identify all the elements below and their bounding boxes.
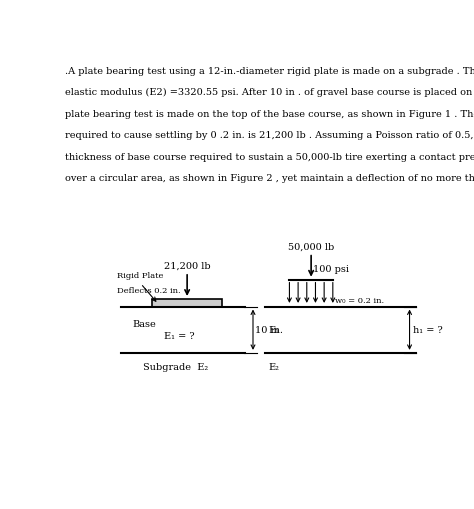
Text: 50,000 lb: 50,000 lb <box>288 242 334 251</box>
Text: over a circular area, as shown in Figure 2 , yet maintain a deflection of no mor: over a circular area, as shown in Figure… <box>64 174 474 183</box>
Text: 100 psi: 100 psi <box>313 264 349 273</box>
Text: 21,200 lb: 21,200 lb <box>164 261 210 270</box>
Text: elastic modulus (E2) =3320.55 psi. After 10 in . of gravel base course is placed: elastic modulus (E2) =3320.55 psi. After… <box>64 88 474 97</box>
Text: E₁: E₁ <box>268 326 280 334</box>
Text: .A plate bearing test using a 12-in.-diameter rigid plate is made on a subgrade : .A plate bearing test using a 12-in.-dia… <box>64 67 474 75</box>
Text: 10 in.: 10 in. <box>255 326 283 334</box>
Bar <box>152 299 222 307</box>
Text: plate bearing test is made on the top of the base course, as shown in Figure 1 .: plate bearing test is made on the top of… <box>64 109 474 119</box>
Text: required to cause settling by 0 .2 in. is 21,200 lb . Assuming a Poisson ratio o: required to cause settling by 0 .2 in. i… <box>64 131 474 140</box>
Text: h₁ = ?: h₁ = ? <box>413 326 443 334</box>
Text: E₁ = ?: E₁ = ? <box>164 332 194 341</box>
Text: Deflects 0.2 in.: Deflects 0.2 in. <box>118 286 181 294</box>
Text: Base: Base <box>133 320 156 328</box>
Text: thickness of base course required to sustain a 50,000-lb tire exerting a contact: thickness of base course required to sus… <box>64 153 474 161</box>
Text: Rigid Plate: Rigid Plate <box>118 271 164 279</box>
Text: w₀ = 0.2 in.: w₀ = 0.2 in. <box>335 297 384 305</box>
Text: Subgrade  E₂: Subgrade E₂ <box>143 362 208 372</box>
Text: E₂: E₂ <box>268 362 279 372</box>
